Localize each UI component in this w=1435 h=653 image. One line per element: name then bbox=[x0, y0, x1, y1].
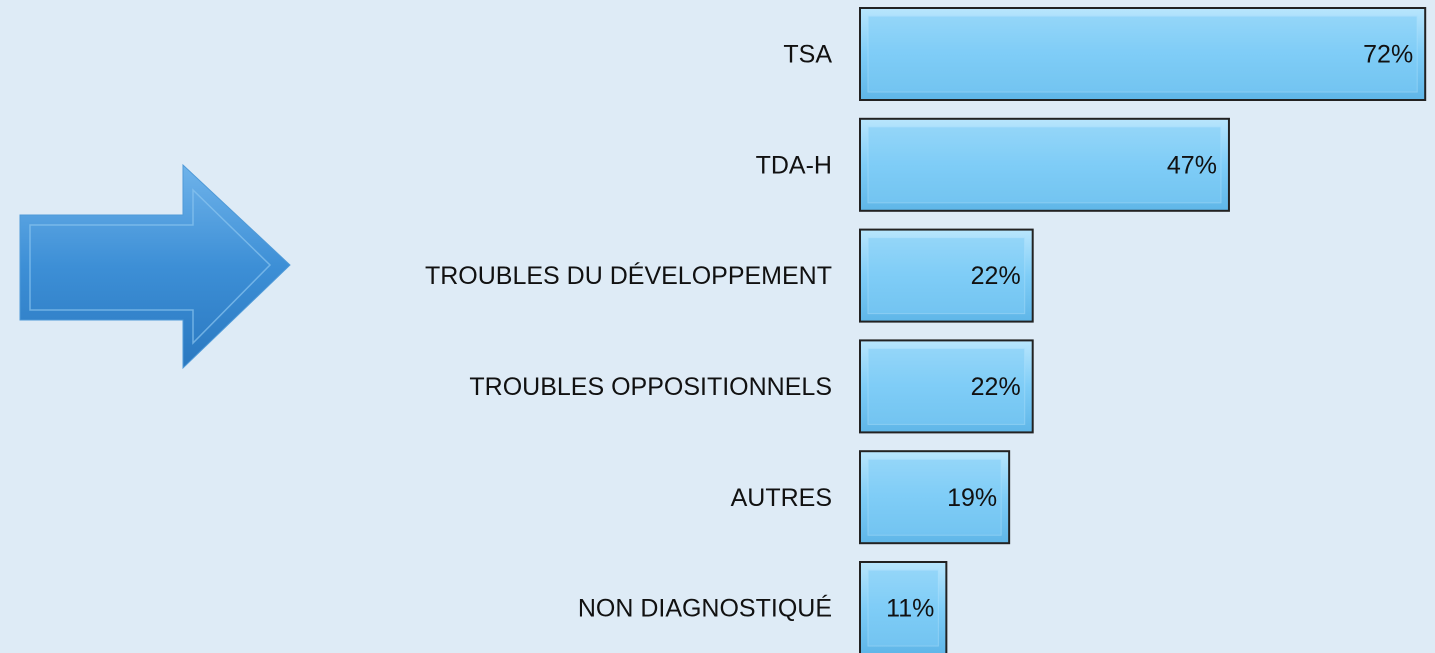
value-label: 19% bbox=[947, 484, 997, 512]
bar-bevel bbox=[867, 15, 1418, 93]
bar-bevel bbox=[867, 569, 939, 647]
value-label: 22% bbox=[971, 373, 1021, 401]
value-label: 72% bbox=[1363, 41, 1413, 69]
category-label: TROUBLES DU DÉVELOPPEMENT bbox=[425, 261, 832, 290]
category-label: AUTRES bbox=[731, 484, 832, 512]
category-label: TDA-H bbox=[756, 151, 832, 179]
bar-bevel bbox=[867, 458, 1002, 536]
value-label: 22% bbox=[971, 262, 1021, 290]
value-label: 11% bbox=[886, 595, 934, 623]
bar-bevel bbox=[867, 347, 1026, 425]
category-label: TROUBLES OPPOSITIONNELS bbox=[469, 373, 832, 401]
bar-bevel bbox=[867, 126, 1222, 204]
arrow bbox=[19, 163, 291, 370]
category-label: TSA bbox=[783, 41, 832, 69]
bar-bevel bbox=[867, 237, 1026, 315]
arrow-bevel bbox=[29, 188, 272, 345]
category-label: NON DIAGNOSTIQUÉ bbox=[578, 594, 832, 623]
value-label: 47% bbox=[1167, 151, 1217, 179]
